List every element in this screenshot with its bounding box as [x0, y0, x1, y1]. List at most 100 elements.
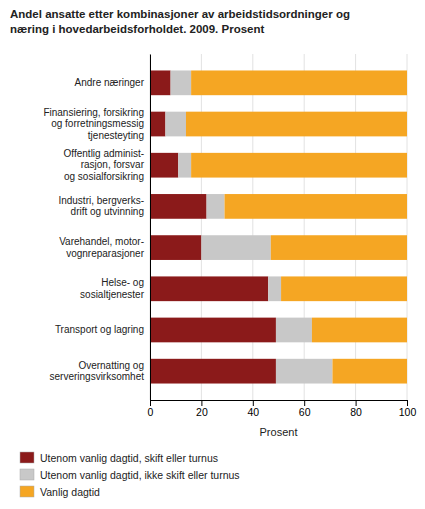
y-tick: Offentlig administ-rasjon, forsvarog sos… [64, 148, 145, 182]
bars [150, 70, 407, 383]
grid-line [304, 54, 305, 400]
bar [150, 194, 207, 219]
x-tick-label: 0 [148, 406, 154, 418]
plot: 0 20 40 60 80 100 Prosent Overnatting ogserveri… [43, 54, 416, 438]
y-tick-label-line: drift og utvinning [71, 206, 144, 217]
legend-item: Utenom vanlig dagtid, ikke skift eller t… [20, 469, 240, 481]
y-tick-label-line: Industri, bergverks- [58, 195, 144, 206]
y-tick-label-line: og sosialforsikring [64, 171, 144, 182]
y-tick-label-line: sosialtjenester [80, 289, 145, 300]
y-tick-label-line: Transport og lagring [55, 324, 144, 335]
y-tick-label-line: Andre næringer [75, 77, 145, 88]
bar [191, 70, 407, 95]
grid [150, 54, 407, 400]
legend-label: Utenom vanlig dagtid, skift eller turnus [40, 452, 218, 464]
bar [150, 359, 276, 384]
y-axis: Overnatting ogserveringsvirksomhet Transp… [43, 55, 150, 401]
chart: Andel ansatte etter kombinasjoner av arb… [0, 0, 425, 509]
x-tick-mark [150, 400, 151, 406]
y-tick: Transport og lagring [55, 324, 144, 335]
bar [178, 153, 191, 178]
y-axis-line [150, 55, 151, 401]
bar [150, 318, 276, 343]
legend: Utenom vanlig dagtid, skift eller turnus… [20, 452, 240, 498]
bar [171, 70, 192, 95]
bar [150, 153, 178, 178]
series [186, 70, 407, 383]
y-tick-label: Helse- ogsosialtjenester [80, 277, 145, 300]
y-tick-label: Industri, bergverks-drift og utvinning [58, 195, 144, 218]
y-tick-label-line: Overnatting og [78, 360, 144, 371]
x-tick-mark [304, 400, 305, 406]
legend-label: Utenom vanlig dagtid, ikke skift eller t… [40, 469, 240, 481]
x-tick-mark [201, 400, 202, 406]
bar [150, 70, 171, 95]
x-tick-label: 40 [247, 406, 259, 418]
y-tick: Varehandel, motor-vognreparasjoner [59, 236, 145, 258]
y-tick-label-line: rasjon, forsvar [81, 159, 145, 170]
x-tick: 40 [247, 400, 259, 418]
legend-swatch [20, 486, 34, 497]
bar [268, 276, 281, 301]
y-tick: Helse- ogsosialtjenester [80, 277, 145, 300]
y-tick-label: Finansiering, forsikringog forretningsme… [43, 107, 144, 141]
bar [332, 359, 407, 384]
title-line: næring i hovedarbeidsforholdet. 2009. Pr… [10, 23, 265, 35]
title: Andel ansatte etter kombinasjoner av arb… [10, 8, 350, 35]
y-tick-label: Transport og lagring [55, 324, 144, 335]
y-tick-label-line: serveringsvirksomhet [50, 371, 145, 382]
bar [165, 112, 186, 137]
y-tick-label: Andre næringer [75, 77, 145, 88]
bar [150, 276, 268, 301]
y-tick: Andre næringer [75, 77, 145, 88]
bar [281, 276, 407, 301]
y-tick-label-line: Offentlig administ- [64, 148, 144, 159]
y-tick-label-line: vognreparasjoner [66, 248, 144, 259]
y-tick: Overnatting ogserveringsvirksomhet [50, 360, 145, 383]
grid-line [150, 54, 151, 400]
bar [276, 318, 312, 343]
x-tick: 20 [196, 400, 208, 418]
legend-swatch [20, 469, 34, 480]
bar [271, 235, 407, 260]
y-tick-label-line: Varehandel, motor- [59, 236, 144, 247]
title-line: Andel ansatte etter kombinasjoner av arb… [10, 8, 350, 20]
x-tick: 60 [299, 400, 311, 418]
legend-label: Vanlig dagtid [40, 486, 100, 498]
bar [207, 194, 225, 219]
y-tick-label: Offentlig administ-rasjon, forsvarog sos… [64, 148, 145, 182]
x-tick-label: 60 [299, 406, 311, 418]
x-axis-line [151, 401, 408, 407]
bar [225, 194, 407, 219]
x-tick-label: 20 [196, 406, 208, 418]
y-tick-label-line: og forretningsmessig [51, 118, 144, 129]
x-axis-label: Prosent [260, 426, 298, 438]
x-tick-mark [253, 400, 254, 406]
y-tick-label-line: tjenesteyting [88, 130, 144, 141]
grid-line [355, 54, 356, 400]
x-tick: 80 [350, 400, 362, 418]
x-tick-mark [356, 400, 357, 406]
bar [312, 318, 407, 343]
grid-line [252, 54, 253, 400]
y-tick-label: Overnatting ogserveringsvirksomhet [50, 360, 145, 383]
bar [186, 112, 407, 137]
y-tick-label: Varehandel, motor-vognreparasjoner [59, 236, 145, 258]
x-tick: 0 [148, 400, 154, 418]
y-tick-label-line: Helse- og [101, 277, 144, 288]
bar [150, 235, 201, 260]
grid-line [407, 54, 408, 400]
bar [150, 112, 165, 137]
x-tick-label: 80 [350, 406, 362, 418]
y-tick: Industri, bergverks-drift og utvinning [58, 195, 144, 218]
legend-swatch [20, 452, 34, 463]
y-tick-label-line: Finansiering, forsikring [43, 107, 144, 118]
bar [191, 153, 407, 178]
x-tick-label: 100 [399, 406, 417, 418]
y-tick: Finansiering, forsikringog forretningsme… [43, 107, 144, 141]
legend-item: Utenom vanlig dagtid, skift eller turnus [20, 452, 218, 464]
x-tick-mark [407, 400, 408, 406]
grid-line [201, 54, 202, 400]
legend-item: Vanlig dagtid [20, 486, 100, 498]
x-tick: 100 [399, 400, 417, 418]
